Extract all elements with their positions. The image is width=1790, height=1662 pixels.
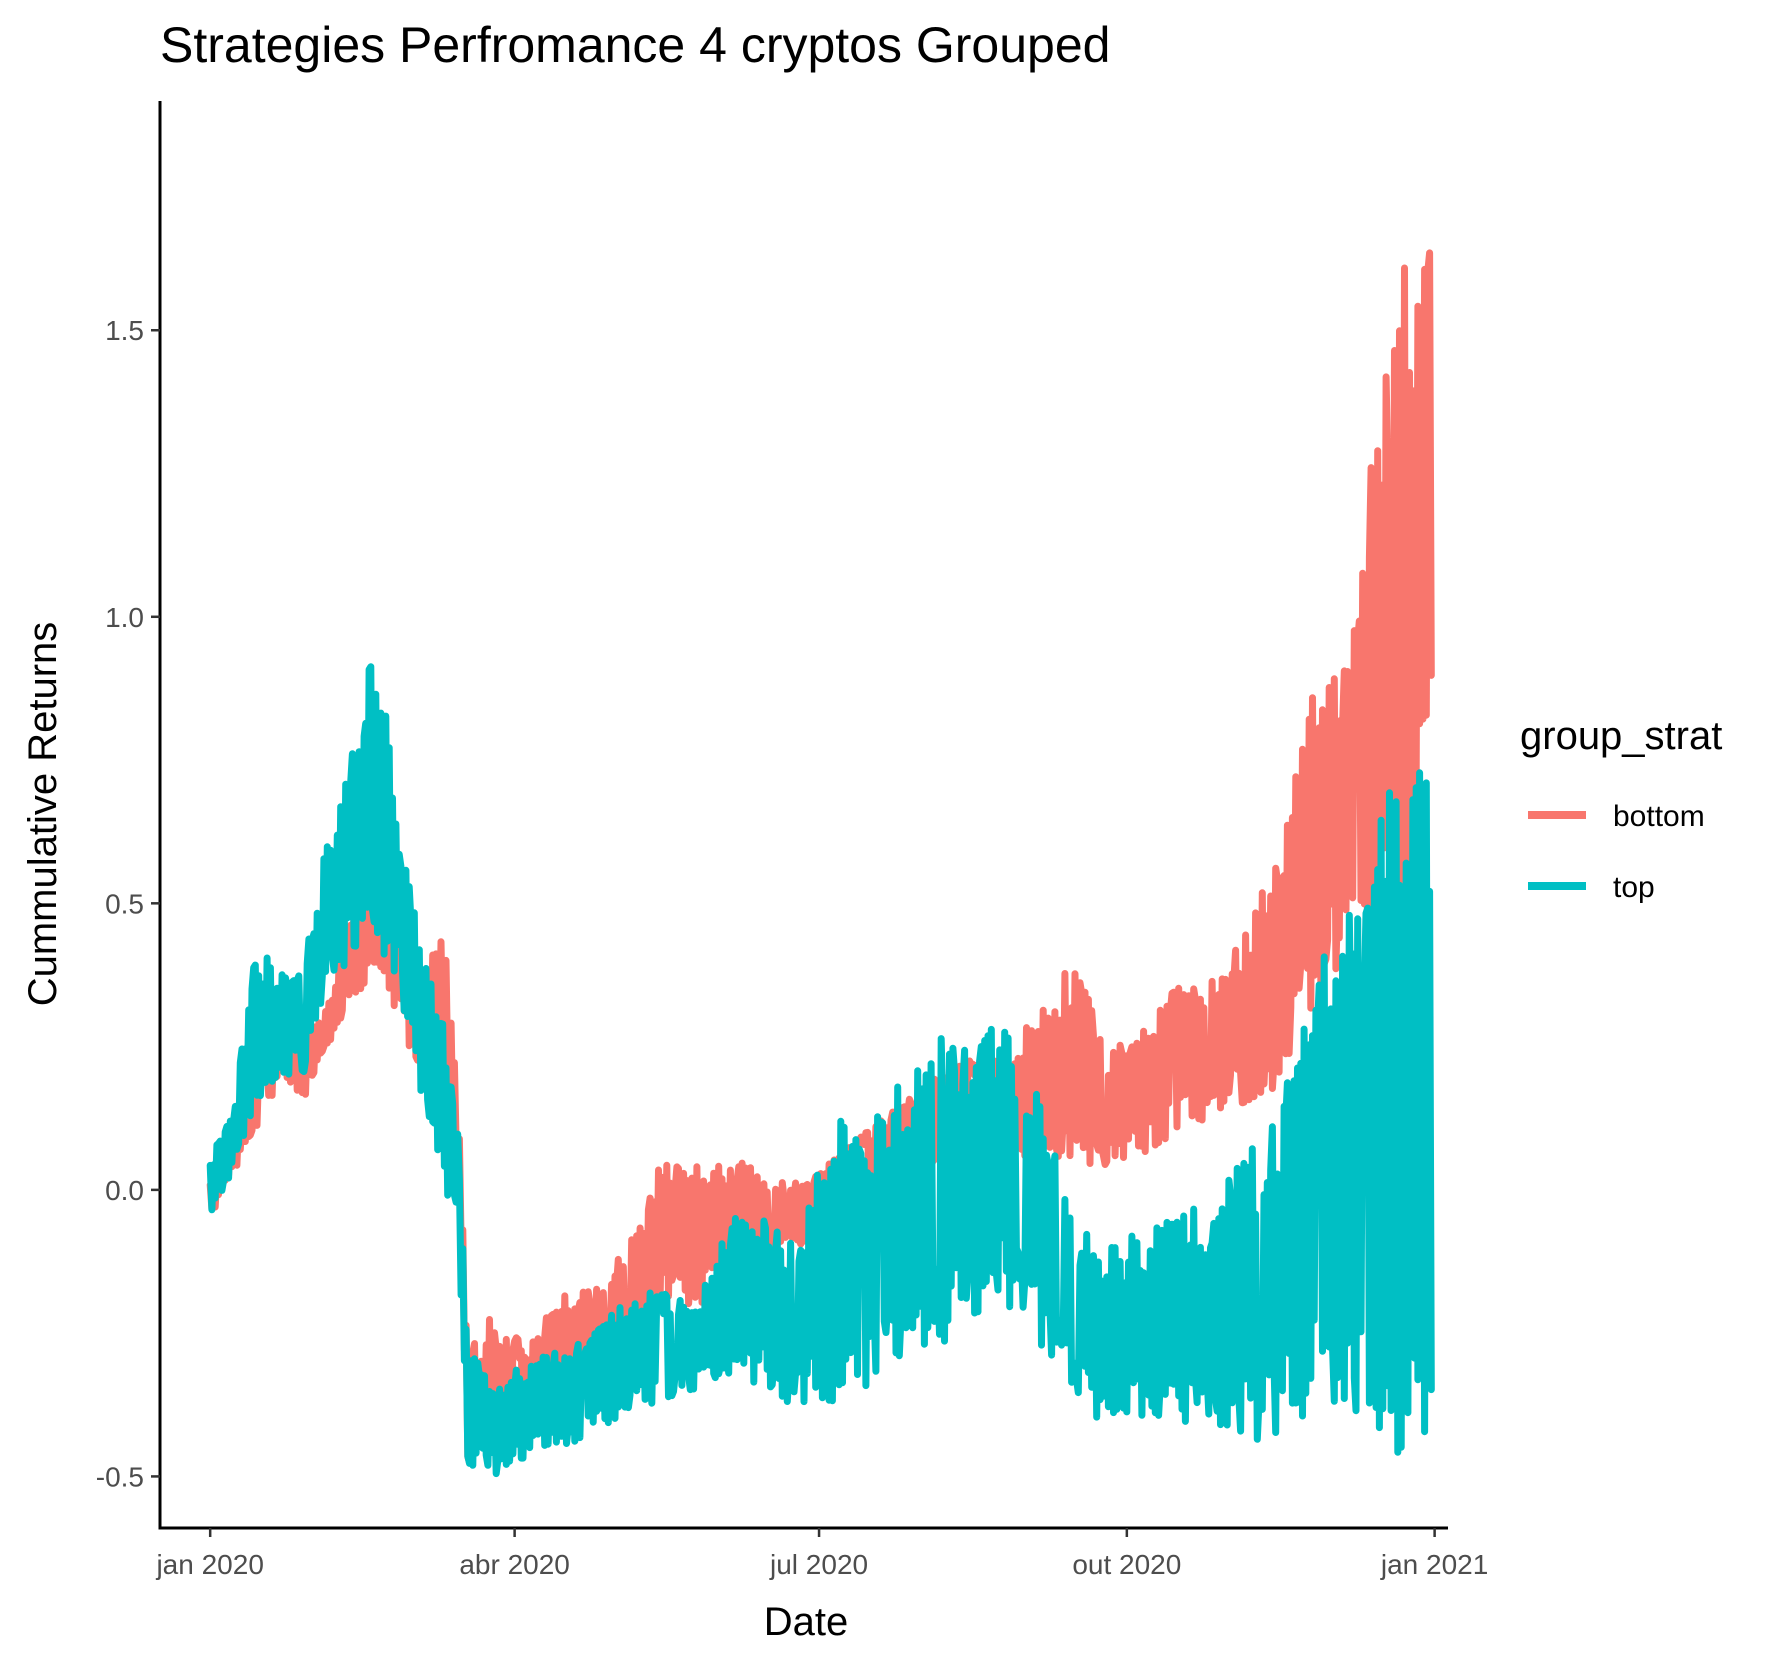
x-axis-ticks: jan 2020 abr 2020 jul 2020 out 2020 jan 2021 bbox=[155, 1528, 1488, 1580]
legend-title: group_strat bbox=[1520, 714, 1722, 758]
y-axis-ticks: -0.5 0.0 0.5 1.0 1.5 bbox=[96, 315, 160, 1492]
plot-series-area bbox=[206, 249, 1435, 1478]
x-tick-label: out 2020 bbox=[1072, 1549, 1181, 1580]
y-tick-label: 1.0 bbox=[105, 602, 144, 633]
legend-label-bottom: bottom bbox=[1613, 800, 1705, 833]
x-tick-label: abr 2020 bbox=[459, 1549, 570, 1580]
chart-title: Strategies Perfromance 4 cryptos Grouped bbox=[160, 17, 1110, 73]
y-axis-title: Cummulative Returns bbox=[21, 622, 65, 1007]
y-tick-label: -0.5 bbox=[96, 1461, 144, 1492]
series-line-top bbox=[206, 663, 1435, 1478]
x-tick-label: jan 2021 bbox=[1380, 1549, 1488, 1580]
y-tick-label: 0.0 bbox=[105, 1175, 144, 1206]
legend-label-top: top bbox=[1613, 871, 1655, 904]
x-axis-title: Date bbox=[764, 1600, 849, 1644]
y-tick-label: 1.5 bbox=[105, 315, 144, 346]
x-tick-label: jan 2020 bbox=[155, 1549, 263, 1580]
x-tick-label: jul 2020 bbox=[769, 1549, 868, 1580]
y-tick-label: 0.5 bbox=[105, 888, 144, 919]
legend: group_strat bottom top bbox=[1520, 714, 1722, 904]
